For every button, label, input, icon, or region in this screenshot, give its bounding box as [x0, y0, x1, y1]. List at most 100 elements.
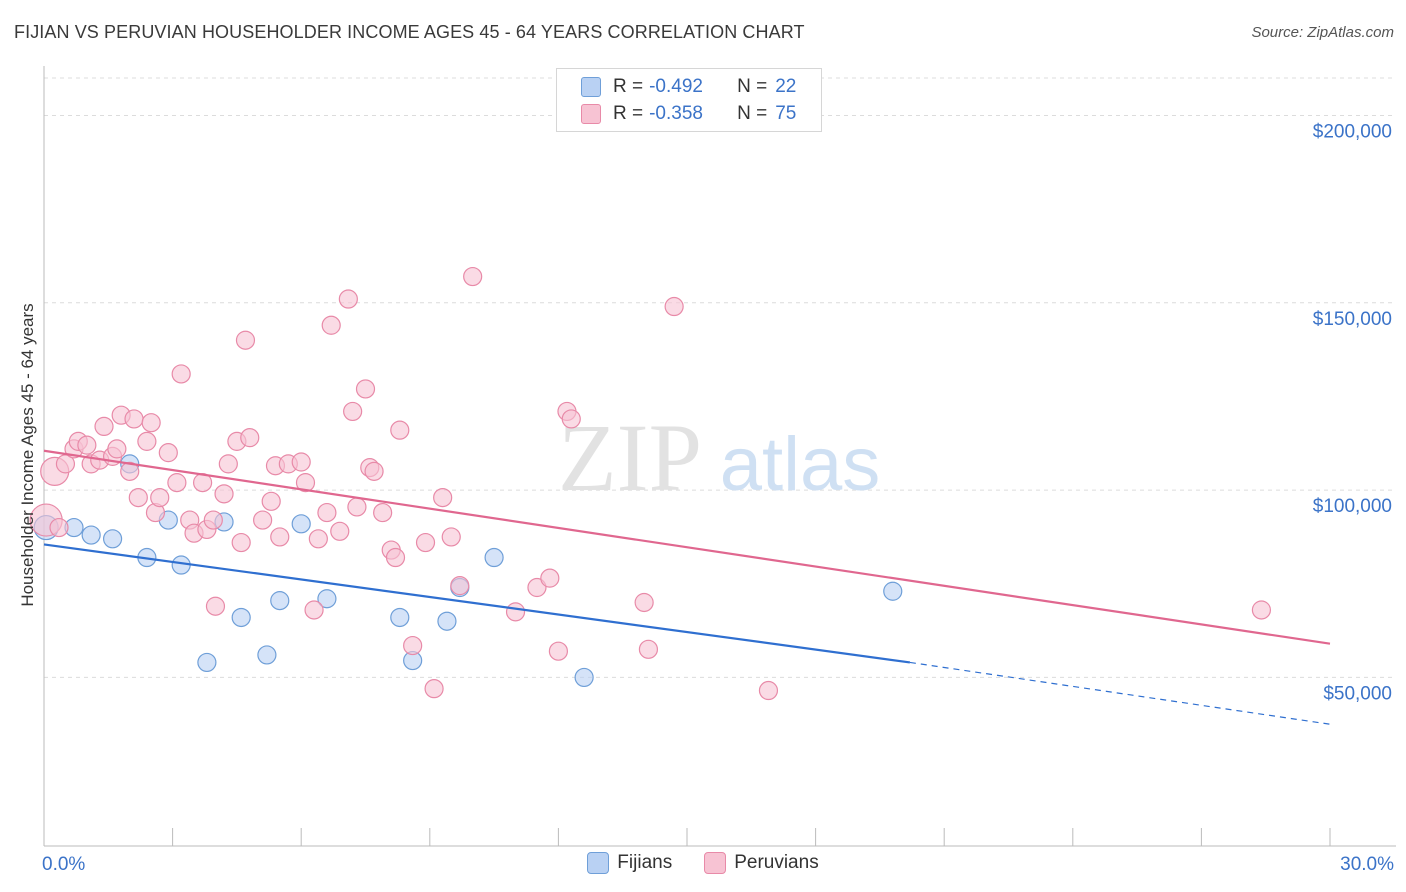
peruvian-point — [291, 452, 311, 472]
grid-lines — [44, 77, 1396, 678]
peruvian-point — [415, 532, 436, 553]
r-value: -0.358 — [649, 103, 703, 124]
fijian-point — [390, 607, 410, 628]
fijian-legend-swatch — [587, 852, 610, 874]
peruvian-point — [137, 431, 157, 451]
y-tick-labels: $50,000 $100,000 $150,000 $200,000 — [1313, 121, 1392, 704]
series-peruvians — [29, 266, 1272, 701]
peruvian-point — [403, 635, 423, 656]
correlation-legend: R = -0.492 N = 22 R = -0.358 N = 75 — [556, 68, 822, 132]
fijian-trend-extension — [909, 661, 1331, 725]
n-label: N = — [737, 76, 768, 97]
peruvian-point — [1251, 600, 1272, 620]
trend-lines — [43, 449, 1331, 725]
legend-row-peruvians: R = -0.358 N = 75 — [581, 102, 796, 126]
x-tick-label-max: 30.0% — [1340, 854, 1394, 875]
chart-title: FIJIAN VS PERUVIAN HOUSEHOLDER INCOME AG… — [14, 22, 805, 42]
n-label: N = — [737, 103, 768, 124]
peruvian-point — [433, 487, 453, 508]
peruvian-point — [441, 527, 461, 547]
legend-label-fijians: Fijians — [617, 852, 673, 873]
fijian-point — [197, 652, 217, 673]
peruvian-point — [205, 596, 226, 616]
legend-item-fijians[interactable]: Fijians — [587, 852, 672, 874]
r-value: -0.492 — [649, 76, 703, 97]
peruvian-legend-swatch — [704, 852, 727, 874]
peruvian-point — [150, 487, 170, 508]
y-tick-label: $100,000 — [1313, 496, 1392, 517]
peruvian-point — [304, 600, 324, 620]
watermark-zip: ZIP — [558, 404, 702, 511]
watermark: ZIP atlas — [558, 404, 880, 511]
n-value: 22 — [775, 76, 797, 97]
r-label: R = — [613, 103, 644, 124]
fijian-point — [270, 591, 290, 611]
fijian-trend-line — [43, 543, 911, 664]
peruvian-point — [424, 679, 444, 699]
peruvian-point — [171, 364, 191, 384]
peruvian-point — [261, 491, 281, 511]
peruvian-point — [270, 527, 290, 547]
legend-row-fijians: R = -0.492 N = 22 — [581, 75, 796, 99]
peruvian-point — [561, 409, 581, 429]
fijian-point — [231, 607, 251, 628]
peruvian-point — [128, 487, 148, 508]
legend-label-peruvians: Peruvians — [734, 852, 819, 873]
peruvian-point — [167, 473, 187, 493]
fijian-point — [291, 514, 311, 534]
peruvian-point — [231, 532, 251, 553]
peruvian-point — [253, 510, 273, 530]
peruvian-point — [338, 289, 358, 309]
peruvian-point — [321, 315, 341, 335]
peruvian-point — [330, 521, 350, 541]
source-credit: Source: ZipAtlas.com — [1251, 24, 1394, 41]
peruvian-point — [240, 428, 260, 448]
peruvian-point — [214, 484, 234, 504]
x-tick-label-min: 0.0% — [42, 854, 85, 875]
peruvian-point — [158, 443, 178, 463]
legend-item-peruvians[interactable]: Peruvians — [704, 852, 819, 874]
peruvian-point — [107, 439, 127, 459]
series-legend: Fijians Peruvians — [0, 852, 1406, 874]
y-tick-label: $50,000 — [1323, 683, 1392, 704]
peruvian-point — [124, 409, 144, 429]
peruvian-point — [664, 296, 684, 317]
fijian-point — [574, 667, 594, 688]
peruvian-point — [463, 266, 483, 287]
peruvian-point — [343, 401, 363, 422]
peruvian-point — [364, 461, 384, 481]
peruvian-point — [235, 330, 256, 350]
peruvian-point — [638, 639, 659, 659]
peruvian-trend-line — [43, 449, 1331, 645]
peruvian-point — [49, 517, 69, 538]
fijian-swatch — [581, 77, 601, 97]
peruvian-point — [505, 602, 526, 622]
peruvian-point — [758, 680, 779, 701]
y-axis-label: Householder Income Ages 45 - 64 years — [18, 303, 37, 607]
peruvian-point — [203, 510, 223, 530]
fijian-point — [257, 645, 277, 665]
fijian-point — [317, 589, 337, 609]
peruvian-point — [527, 577, 547, 598]
x-tick-labels: 0.0% 30.0% — [42, 854, 1394, 875]
y-tick-label: $200,000 — [1313, 121, 1392, 142]
peruvian-point — [218, 454, 238, 474]
n-value: 75 — [775, 103, 797, 124]
peruvian-point — [308, 529, 328, 549]
peruvian-point — [120, 461, 140, 481]
fijian-point — [437, 611, 457, 631]
peruvian-point — [295, 473, 316, 493]
peruvian-point — [540, 568, 560, 588]
peruvian-point — [390, 420, 410, 440]
peruvian-point — [347, 497, 367, 517]
fijian-point — [883, 581, 903, 601]
peruvian-point — [355, 379, 376, 399]
peruvian-point — [548, 641, 569, 661]
watermark-atlas: atlas — [720, 422, 881, 507]
peruvian-point — [373, 502, 393, 523]
fijian-point — [81, 525, 101, 545]
y-tick-label: $150,000 — [1313, 309, 1392, 330]
peruvian-point — [385, 547, 406, 568]
peruvian-point — [77, 435, 97, 455]
